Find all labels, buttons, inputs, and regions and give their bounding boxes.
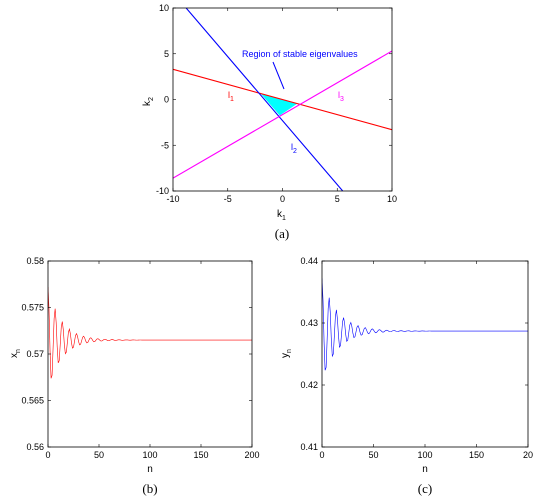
line-l2 — [185, 8, 344, 191]
x-axis-label-b: n — [147, 464, 153, 475]
panel-a: -10 -5 0 5 10 -10 -5 0 5 10 Region of stable eige… — [142, 3, 397, 241]
label-l1: l1 — [228, 90, 234, 103]
c-ytick-label: 0.41 — [300, 442, 318, 452]
y-axis-label-b: xn — [9, 349, 22, 358]
label-l3: l3 — [338, 90, 344, 103]
c-xtick-label: 20 — [523, 450, 533, 460]
a-ytick-label: 5 — [164, 49, 169, 59]
line-l1 — [173, 68, 392, 131]
c-xtick-label: 100 — [417, 450, 432, 460]
a-ytick-label: -10 — [156, 186, 169, 196]
c-ytick-label: 0.43 — [300, 318, 318, 328]
a-xtick-label: -10 — [166, 194, 179, 204]
stable-region — [260, 93, 298, 116]
x-axis-label-c: n — [422, 464, 428, 475]
subcaption-b: (b) — [142, 481, 157, 496]
b-ytick-label: 0.565 — [21, 396, 44, 406]
label-l2: l2 — [291, 142, 297, 155]
line-l3 — [173, 50, 392, 179]
b-xtick-label: 50 — [94, 450, 104, 460]
b-xtick-label: 200 — [244, 450, 259, 460]
b-xtick-label: 150 — [193, 450, 208, 460]
c-xtick-label: 50 — [368, 450, 378, 460]
c-ytick-label: 0.44 — [300, 256, 318, 266]
y-axis-label-c: yn — [280, 349, 293, 358]
plot-frame-b — [47, 260, 253, 448]
panel-c: 0 50 100 150 20 0.41 0.42 0.43 0.44 n yn (c) — [280, 256, 533, 496]
annotation-text: Region of stable eigenvalues — [242, 49, 358, 59]
a-xtick-label: 10 — [387, 194, 397, 204]
a-xtick-label: 0 — [280, 194, 285, 204]
c-xtick-label: 150 — [469, 450, 484, 460]
subcaption-a: (a) — [275, 226, 289, 241]
x-axis-label-a: k1 — [277, 209, 286, 222]
c-xtick-label: 0 — [319, 450, 324, 460]
annotation-arrow — [272, 61, 285, 90]
subcaption-c: (c) — [418, 481, 432, 496]
series-x-n — [48, 287, 252, 379]
a-xtick-label: -5 — [224, 194, 232, 204]
b-ytick-label: 0.575 — [21, 303, 44, 313]
plot-frame-c — [321, 260, 529, 448]
c-ytick-label: 0.42 — [300, 380, 318, 390]
b-xtick-label: 100 — [142, 450, 157, 460]
b-ytick-label: 0.56 — [26, 442, 44, 452]
series-y-n — [322, 278, 528, 371]
b-ytick-label: 0.57 — [26, 349, 44, 359]
y-axis-label-a: k2 — [142, 97, 155, 106]
a-ytick-label: 10 — [159, 3, 169, 13]
b-ytick-label: 0.58 — [26, 256, 44, 266]
a-ytick-label: -5 — [161, 140, 169, 150]
a-ytick-label: 0 — [164, 95, 169, 105]
b-xtick-label: 0 — [45, 450, 50, 460]
a-xtick-label: 5 — [335, 194, 340, 204]
